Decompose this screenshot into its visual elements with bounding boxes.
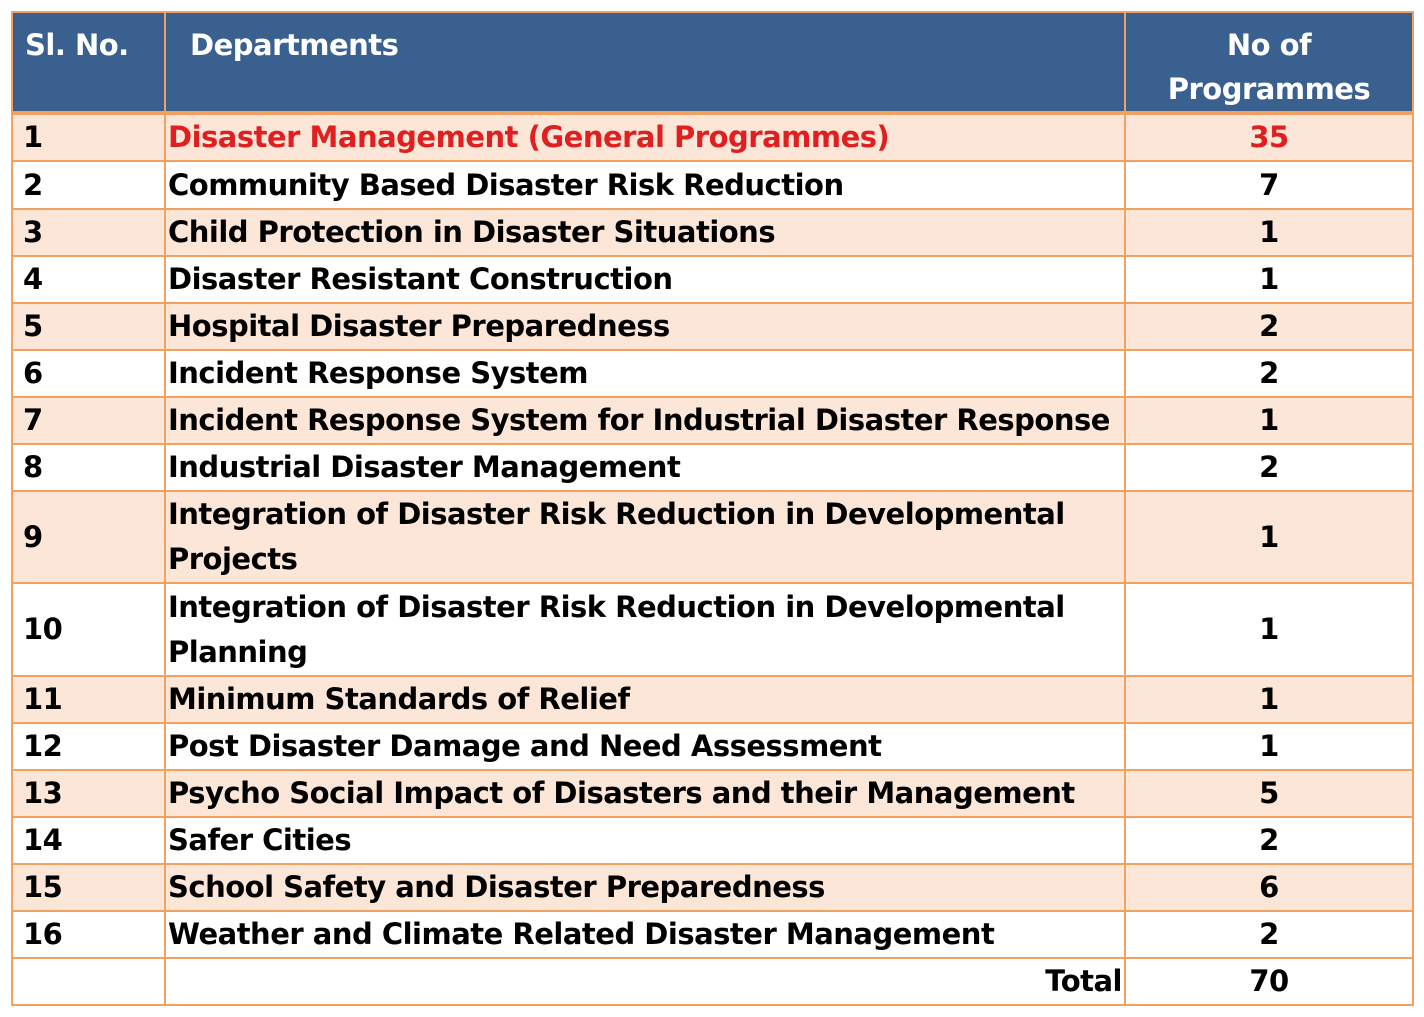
table-row: 9 Integration of Disaster Risk Reduction … xyxy=(11,490,1414,585)
row-sl-no: 12 xyxy=(11,721,166,771)
row-department: Safer Cities xyxy=(164,815,1126,865)
table-row: 11 Minimum Standards of Relief 1 xyxy=(11,674,1414,724)
row-department: Integration of Disaster Risk Reduction i… xyxy=(164,582,1126,677)
header-row: Sl. No. Departments No of Programmes xyxy=(11,11,1414,115)
row-programmes-count: 1 xyxy=(1124,582,1414,677)
row-sl-no: 4 xyxy=(11,255,166,305)
row-programmes-count: 1 xyxy=(1124,255,1414,305)
table-row: 14 Safer Cities 2 xyxy=(11,815,1414,865)
row-department: Hospital Disaster Preparedness xyxy=(164,302,1126,352)
row-programmes-count: 7 xyxy=(1124,160,1414,211)
table-body: 1 Disaster Management (General Programmes… xyxy=(11,111,1414,960)
row-department: Integration of Disaster Risk Reduction i… xyxy=(164,490,1126,585)
row-programmes-count: 2 xyxy=(1124,302,1414,352)
row-sl-no: 15 xyxy=(11,862,166,912)
total-empty-cell xyxy=(11,957,166,1006)
row-sl-no: 7 xyxy=(11,396,166,446)
row-sl-no: 1 xyxy=(11,111,166,163)
row-programmes-count: 1 xyxy=(1124,396,1414,446)
table-header: Sl. No. Departments No of Programmes xyxy=(11,11,1414,115)
table-row: 2 Community Based Disaster Risk Reduction… xyxy=(11,160,1414,211)
row-sl-no: 11 xyxy=(11,674,166,724)
header-no-of-programmes-line1: No of xyxy=(1226,28,1312,62)
row-department: Weather and Climate Related Disaster Man… xyxy=(164,909,1126,960)
total-label: Total xyxy=(164,957,1126,1006)
row-department: Child Protection in Disaster Situations xyxy=(164,208,1126,258)
row-programmes-count: 2 xyxy=(1124,349,1414,399)
table-row: 16 Weather and Climate Related Disaster M… xyxy=(11,909,1414,960)
row-department: Incident Response System for Industrial … xyxy=(164,396,1126,446)
header-no-of-programmes-line2: Programmes xyxy=(1167,72,1371,106)
row-programmes-count: 6 xyxy=(1124,862,1414,912)
row-programmes-count: 2 xyxy=(1124,443,1414,493)
row-department: Post Disaster Damage and Need Assessment xyxy=(164,721,1126,771)
row-department: Disaster Resistant Construction xyxy=(164,255,1126,305)
table-row: 15 School Safety and Disaster Preparednes… xyxy=(11,862,1414,912)
row-programmes-count: 1 xyxy=(1124,674,1414,724)
table-row: 8 Industrial Disaster Management 2 xyxy=(11,443,1414,493)
table-row: 13 Psycho Social Impact of Disasters and … xyxy=(11,768,1414,818)
row-sl-no: 13 xyxy=(11,768,166,818)
row-department: Disaster Management (General Programmes) xyxy=(164,111,1126,163)
header-departments: Departments xyxy=(164,11,1126,115)
table-row: 12 Post Disaster Damage and Need Assessme… xyxy=(11,721,1414,771)
row-sl-no: 2 xyxy=(11,160,166,211)
row-department: Incident Response System xyxy=(164,349,1126,399)
row-sl-no: 9 xyxy=(11,490,166,585)
row-sl-no: 14 xyxy=(11,815,166,865)
row-department: Community Based Disaster Risk Reduction xyxy=(164,160,1126,211)
row-department: School Safety and Disaster Preparedness xyxy=(164,862,1126,912)
row-sl-no: 3 xyxy=(11,208,166,258)
row-programmes-count: 35 xyxy=(1124,111,1414,163)
row-programmes-count: 1 xyxy=(1124,490,1414,585)
row-programmes-count: 1 xyxy=(1124,208,1414,258)
row-department: Industrial Disaster Management xyxy=(164,443,1126,493)
table-row: 1 Disaster Management (General Programmes… xyxy=(11,111,1414,163)
header-sl-no: Sl. No. xyxy=(11,11,166,115)
header-no-of-programmes: No of Programmes xyxy=(1124,11,1414,115)
table-footer: Total 70 xyxy=(11,957,1414,1006)
table-row: 10 Integration of Disaster Risk Reduction… xyxy=(11,582,1414,677)
row-programmes-count: 2 xyxy=(1124,815,1414,865)
row-programmes-count: 1 xyxy=(1124,721,1414,771)
row-sl-no: 8 xyxy=(11,443,166,493)
table-row: 7 Incident Response System for Industrial… xyxy=(11,396,1414,446)
table-row: 6 Incident Response System 2 xyxy=(11,349,1414,399)
programmes-table: Sl. No. Departments No of Programmes 1 Dis… xyxy=(11,11,1414,1006)
table-row: 3 Child Protection in Disaster Situations… xyxy=(11,208,1414,258)
row-programmes-count: 5 xyxy=(1124,768,1414,818)
row-sl-no: 5 xyxy=(11,302,166,352)
row-sl-no: 10 xyxy=(11,582,166,677)
row-programmes-count: 2 xyxy=(1124,909,1414,960)
total-row: Total 70 xyxy=(11,957,1414,1006)
table-row: 5 Hospital Disaster Preparedness 2 xyxy=(11,302,1414,352)
row-department: Minimum Standards of Relief xyxy=(164,674,1126,724)
row-sl-no: 16 xyxy=(11,909,166,960)
row-sl-no: 6 xyxy=(11,349,166,399)
total-value: 70 xyxy=(1124,957,1414,1006)
table-row: 4 Disaster Resistant Construction 1 xyxy=(11,255,1414,305)
row-department: Psycho Social Impact of Disasters and th… xyxy=(164,768,1126,818)
